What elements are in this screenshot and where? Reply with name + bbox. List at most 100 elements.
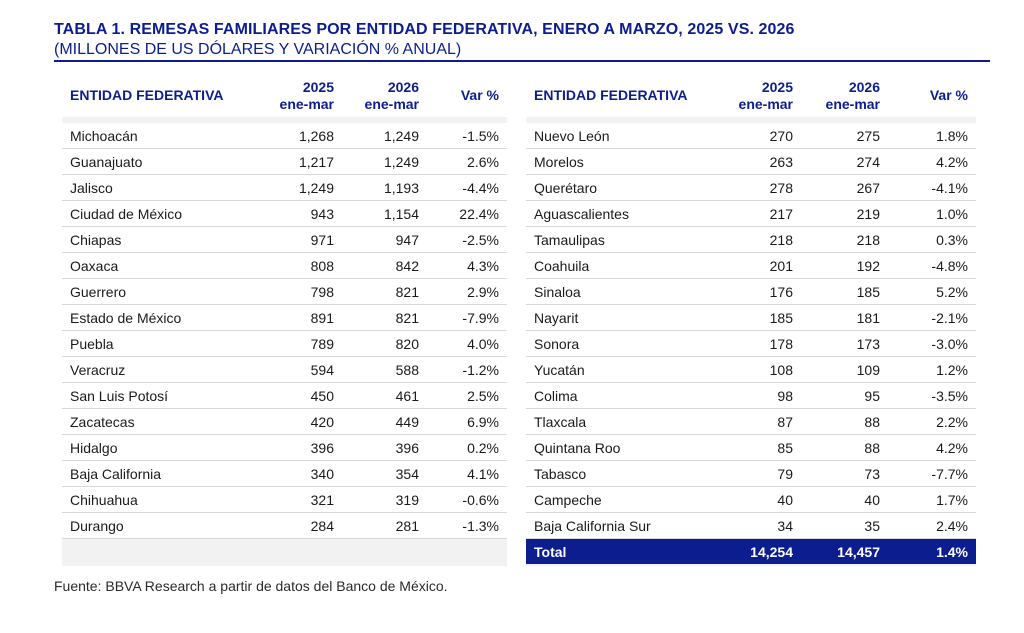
value-2026-cell: 181 <box>801 304 888 331</box>
header-2026-year: 2026 <box>848 78 880 95</box>
var-cell: -3.5% <box>888 382 976 409</box>
var-cell: 2.5% <box>427 382 507 409</box>
value-2026-cell: 947 <box>342 226 427 253</box>
table-row: Puebla 789 820 4.0% <box>62 330 507 357</box>
entity-cell: Morelos <box>526 148 716 175</box>
value-2025-cell: 98 <box>716 382 801 409</box>
table-row: Jalisco 1,249 1,193 -4.4% <box>62 174 507 201</box>
table-row: Quintana Roo 85 88 4.2% <box>526 434 976 461</box>
value-2025-cell: 263 <box>716 148 801 175</box>
entity-cell: Jalisco <box>62 174 257 201</box>
entity-cell: Quintana Roo <box>526 434 716 461</box>
value-2026-cell: 88 <box>801 408 888 435</box>
value-2026-cell: 109 <box>801 356 888 383</box>
var-cell: 1.7% <box>888 486 976 513</box>
value-2026-cell: 88 <box>801 434 888 461</box>
table-row: Chiapas 971 947 -2.5% <box>62 226 507 253</box>
table-row: Ciudad de México 943 1,154 22.4% <box>62 200 507 227</box>
value-2026-cell: 185 <box>801 278 888 305</box>
var-cell: -1.3% <box>427 512 507 539</box>
left-table-panel: ENTIDAD FEDERATIVA 2025 ene-mar 2026 ene… <box>62 74 507 566</box>
header-2025: 2025 ene-mar <box>716 74 801 117</box>
header-2026: 2026 ene-mar <box>342 74 427 117</box>
var-cell: -7.7% <box>888 460 976 487</box>
var-cell: 4.1% <box>427 460 507 487</box>
value-2025-cell: 40 <box>716 486 801 513</box>
value-2026-cell: 218 <box>801 226 888 253</box>
entity-cell: Veracruz <box>62 356 257 383</box>
value-2025-cell: 396 <box>257 434 342 461</box>
header-2025-period: ene-mar <box>279 95 334 112</box>
value-2025-cell: 79 <box>716 460 801 487</box>
value-2025-cell: 34 <box>716 512 801 539</box>
value-2025-cell: 14,254 <box>716 538 801 564</box>
entity-cell: Chiapas <box>62 226 257 253</box>
entity-cell: Coahuila <box>526 252 716 279</box>
entity-cell: Michoacán <box>62 123 257 149</box>
table-row: Campeche 40 40 1.7% <box>526 486 976 513</box>
var-cell: -0.6% <box>427 486 507 513</box>
left-table-header: ENTIDAD FEDERATIVA 2025 ene-mar 2026 ene… <box>62 74 507 117</box>
value-2025-cell: 971 <box>257 226 342 253</box>
value-2026-cell: 1,154 <box>342 200 427 227</box>
var-cell: 0.2% <box>427 434 507 461</box>
entity-cell: Durango <box>62 512 257 539</box>
value-2026-cell: 274 <box>801 148 888 175</box>
table-row: Guerrero 798 821 2.9% <box>62 278 507 305</box>
var-cell: 0.3% <box>888 226 976 253</box>
var-cell: -2.5% <box>427 226 507 253</box>
right-table-panel: ENTIDAD FEDERATIVA 2025 ene-mar 2026 ene… <box>526 74 976 566</box>
left-table: ENTIDAD FEDERATIVA 2025 ene-mar 2026 ene… <box>62 74 507 539</box>
var-cell: -2.1% <box>888 304 976 331</box>
title-block: TABLA 1. REMESAS FAMILIARES POR ENTIDAD … <box>54 20 990 60</box>
table-row: Querétaro 278 267 -4.1% <box>526 174 976 201</box>
entity-cell: Estado de México <box>62 304 257 331</box>
value-2025-cell: 450 <box>257 382 342 409</box>
entity-cell: Hidalgo <box>62 434 257 461</box>
value-2025-cell: 284 <box>257 512 342 539</box>
value-2025-cell: 891 <box>257 304 342 331</box>
value-2026-cell: 173 <box>801 330 888 357</box>
var-cell: -4.1% <box>888 174 976 201</box>
var-cell: 4.2% <box>888 148 976 175</box>
table-row: Guanajuato 1,217 1,249 2.6% <box>62 148 507 175</box>
value-2026-cell: 35 <box>801 512 888 539</box>
entity-cell: Querétaro <box>526 174 716 201</box>
var-cell: 4.0% <box>427 330 507 357</box>
page-subtitle: (MILLONES DE US DÓLARES Y VARIACIÓN % AN… <box>54 41 462 58</box>
table-row: Nuevo León 270 275 1.8% <box>526 123 976 149</box>
table-row: Veracruz 594 588 -1.2% <box>62 356 507 383</box>
value-2026-cell: 40 <box>801 486 888 513</box>
var-cell: -3.0% <box>888 330 976 357</box>
value-2025-cell: 201 <box>716 252 801 279</box>
value-2025-cell: 321 <box>257 486 342 513</box>
table-row: Estado de México 891 821 -7.9% <box>62 304 507 331</box>
header-entity: ENTIDAD FEDERATIVA <box>526 74 716 117</box>
entity-cell: San Luis Potosí <box>62 382 257 409</box>
var-cell: 1.0% <box>888 200 976 227</box>
header-2025-year: 2025 <box>761 78 793 95</box>
value-2026-cell: 275 <box>801 123 888 149</box>
var-cell: 4.2% <box>888 434 976 461</box>
var-cell: -4.8% <box>888 252 976 279</box>
value-2026-cell: 95 <box>801 382 888 409</box>
header-var: Var % <box>888 74 976 117</box>
value-2025-cell: 178 <box>716 330 801 357</box>
var-cell: 2.9% <box>427 278 507 305</box>
value-2025-cell: 87 <box>716 408 801 435</box>
value-2025-cell: 798 <box>257 278 342 305</box>
value-2026-cell: 449 <box>342 408 427 435</box>
value-2025-cell: 808 <box>257 252 342 279</box>
var-cell: 1.8% <box>888 123 976 149</box>
var-cell: 1.2% <box>888 356 976 383</box>
value-2026-cell: 588 <box>342 356 427 383</box>
var-cell: -7.9% <box>427 304 507 331</box>
value-2025-cell: 340 <box>257 460 342 487</box>
value-2026-cell: 354 <box>342 460 427 487</box>
entity-cell: Tamaulipas <box>526 226 716 253</box>
value-2026-cell: 820 <box>342 330 427 357</box>
entity-cell: Sinaloa <box>526 278 716 305</box>
table-row: Zacatecas 420 449 6.9% <box>62 408 507 435</box>
value-2025-cell: 789 <box>257 330 342 357</box>
table-row: Sinaloa 176 185 5.2% <box>526 278 976 305</box>
